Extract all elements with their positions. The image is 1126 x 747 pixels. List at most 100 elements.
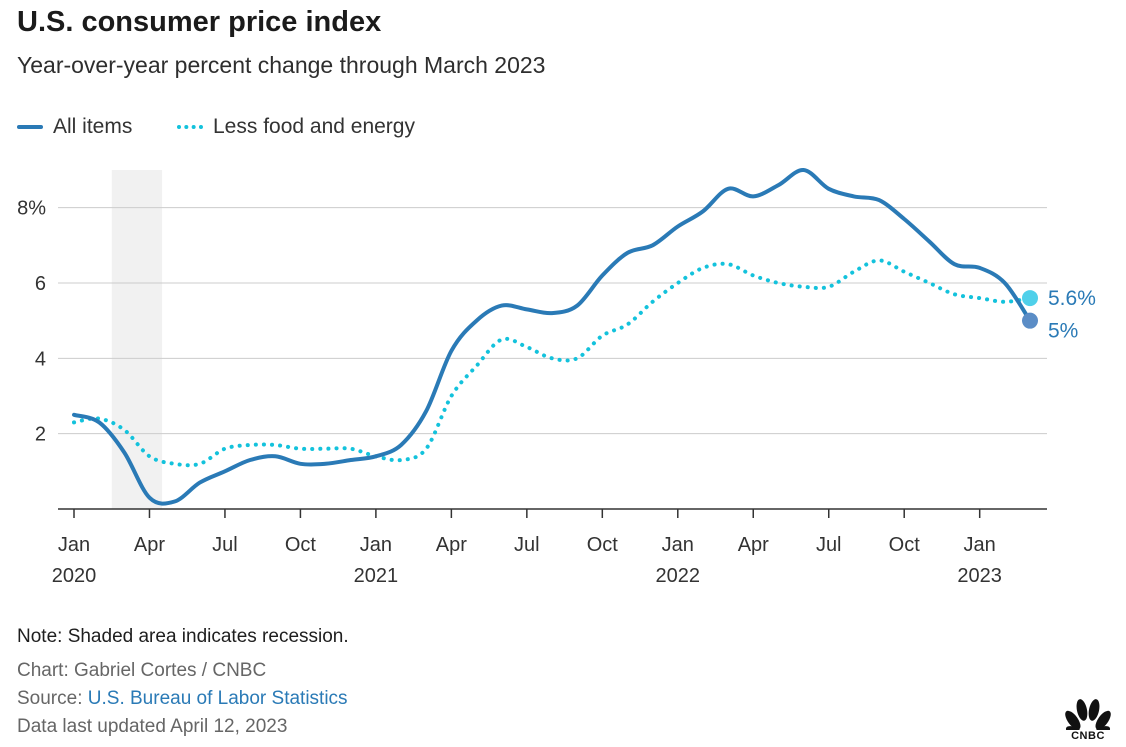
- data-point-all-items: [298, 462, 302, 466]
- data-point-all-items: [97, 420, 101, 424]
- data-point-all-items: [173, 499, 177, 503]
- data-point-less-food-and-energy: [97, 417, 101, 421]
- x-tick-year: 2022: [656, 565, 701, 587]
- data-point-less-food-and-energy: [248, 443, 252, 447]
- data-point-all-items: [273, 454, 277, 458]
- legend-solid-swatch-icon: [17, 125, 43, 129]
- data-point-all-items: [72, 413, 76, 417]
- data-point-less-food-and-energy: [575, 356, 579, 360]
- x-tick-label: Jan: [964, 534, 996, 556]
- x-tick-label: Apr: [134, 534, 165, 556]
- data-point-less-food-and-energy: [625, 322, 629, 326]
- data-point-all-items: [827, 187, 831, 191]
- data-point-less-food-and-energy: [1003, 300, 1007, 304]
- x-tick-label: Jul: [514, 534, 540, 556]
- x-tick-label: Apr: [436, 534, 467, 556]
- series-lines: [72, 168, 1032, 506]
- legend-dotted-swatch-icon: [177, 125, 203, 129]
- data-point-all-items: [500, 304, 504, 308]
- x-tick-label: Oct: [285, 534, 317, 556]
- data-point-less-food-and-energy: [525, 345, 529, 349]
- peacock-icon: [1065, 699, 1111, 741]
- data-point-less-food-and-energy: [978, 296, 982, 300]
- data-point-less-food-and-energy: [751, 273, 755, 277]
- data-point-less-food-and-energy: [902, 270, 906, 274]
- data-point-less-food-and-energy: [600, 334, 604, 338]
- x-tick-label: Jan: [662, 534, 694, 556]
- data-point-all-items: [953, 262, 957, 266]
- data-point-all-items: [726, 187, 730, 191]
- data-point-less-food-and-energy: [802, 285, 806, 289]
- data-point-all-items: [877, 198, 881, 202]
- data-point-all-items: [223, 469, 227, 473]
- data-point-less-food-and-energy: [349, 447, 353, 451]
- data-point-all-items: [802, 168, 806, 172]
- recession-shading-layer: [111, 170, 163, 509]
- data-updated: Data last updated April 12, 2023: [17, 716, 288, 737]
- legend-item-all-items[interactable]: All items: [17, 115, 132, 139]
- data-point-less-food-and-energy: [550, 356, 554, 360]
- cnbc-logo: CNBC: [1058, 690, 1118, 742]
- data-point-all-items: [399, 443, 403, 447]
- data-point-all-items: [902, 217, 906, 221]
- data-point-less-food-and-energy: [223, 447, 227, 451]
- data-point-all-items: [449, 349, 453, 353]
- x-tick-label: Jan: [360, 534, 392, 556]
- data-point-all-items: [1003, 281, 1007, 285]
- x-axis: Jan 2020 Apr Jul Oct Jan 2021 Apr Jul Oct Jan 2022 A…: [52, 508, 1047, 587]
- data-point-less-food-and-energy: [424, 447, 428, 451]
- source-line: Source: U.S. Bureau of Labor Statistics: [17, 688, 348, 710]
- chart-title: U.S. consumer price index: [17, 6, 382, 38]
- data-point-all-items: [927, 240, 931, 244]
- data-point-all-items: [198, 481, 202, 485]
- data-point-all-items: [324, 462, 328, 466]
- data-point-less-food-and-energy: [651, 300, 655, 304]
- end-point-all-items: [1022, 312, 1038, 329]
- x-tick-label: Oct: [587, 534, 619, 556]
- gridlines: [58, 207, 1047, 435]
- data-point-all-items: [852, 194, 856, 198]
- data-point-less-food-and-energy: [500, 338, 504, 342]
- data-point-all-items: [525, 307, 529, 311]
- data-point-all-items: [978, 266, 982, 270]
- y-tick-label: 2: [35, 424, 46, 446]
- legend-label-less-food-energy: Less food and energy: [213, 115, 415, 138]
- data-point-less-food-and-energy: [198, 462, 202, 466]
- cpi-line-chart: Jan 2020 Apr Jul Oct Jan 2021 Apr Jul Oct Jan 2022 A…: [17, 168, 1096, 587]
- data-point-less-food-and-energy: [122, 428, 126, 432]
- y-axis-labels: 2 4 6 8%: [17, 198, 46, 446]
- data-point-all-items: [550, 311, 554, 315]
- data-point-all-items: [475, 319, 479, 323]
- data-point-all-items: [122, 451, 126, 455]
- data-point-all-items: [701, 209, 705, 213]
- x-tick-year: 2020: [52, 565, 97, 587]
- series-line-all-items: [72, 168, 1032, 506]
- data-point-less-food-and-energy: [449, 394, 453, 398]
- data-point-less-food-and-energy: [827, 285, 831, 289]
- data-points: [72, 168, 1038, 503]
- data-point-less-food-and-energy: [173, 462, 177, 466]
- data-point-all-items: [625, 251, 629, 255]
- recession-note: Note: Shaded area indicates recession.: [17, 626, 349, 647]
- data-point-less-food-and-energy: [726, 262, 730, 266]
- y-tick-label: 4: [35, 348, 46, 370]
- data-point-less-food-and-energy: [273, 443, 277, 447]
- data-point-less-food-and-energy: [701, 266, 705, 270]
- data-point-less-food-and-energy: [147, 454, 151, 458]
- legend-item-less-food-energy[interactable]: Less food and energy: [177, 115, 415, 139]
- data-point-less-food-and-energy: [72, 420, 76, 424]
- end-label-5pct: 5%: [1048, 320, 1078, 343]
- data-point-all-items: [349, 458, 353, 462]
- data-point-less-food-and-energy: [927, 281, 931, 285]
- data-point-all-items: [147, 496, 151, 500]
- source-prefix: Source:: [17, 688, 88, 709]
- data-point-all-items: [374, 454, 378, 458]
- data-point-less-food-and-energy: [676, 281, 680, 285]
- data-point-less-food-and-energy: [852, 270, 856, 274]
- x-tick-label: Oct: [889, 534, 921, 556]
- data-point-all-items: [424, 409, 428, 413]
- chart-credit: Chart: Gabriel Cortes / CNBC: [17, 660, 267, 681]
- data-point-all-items: [575, 304, 579, 308]
- data-point-less-food-and-energy: [399, 458, 403, 462]
- source-link[interactable]: U.S. Bureau of Labor Statistics: [87, 688, 348, 709]
